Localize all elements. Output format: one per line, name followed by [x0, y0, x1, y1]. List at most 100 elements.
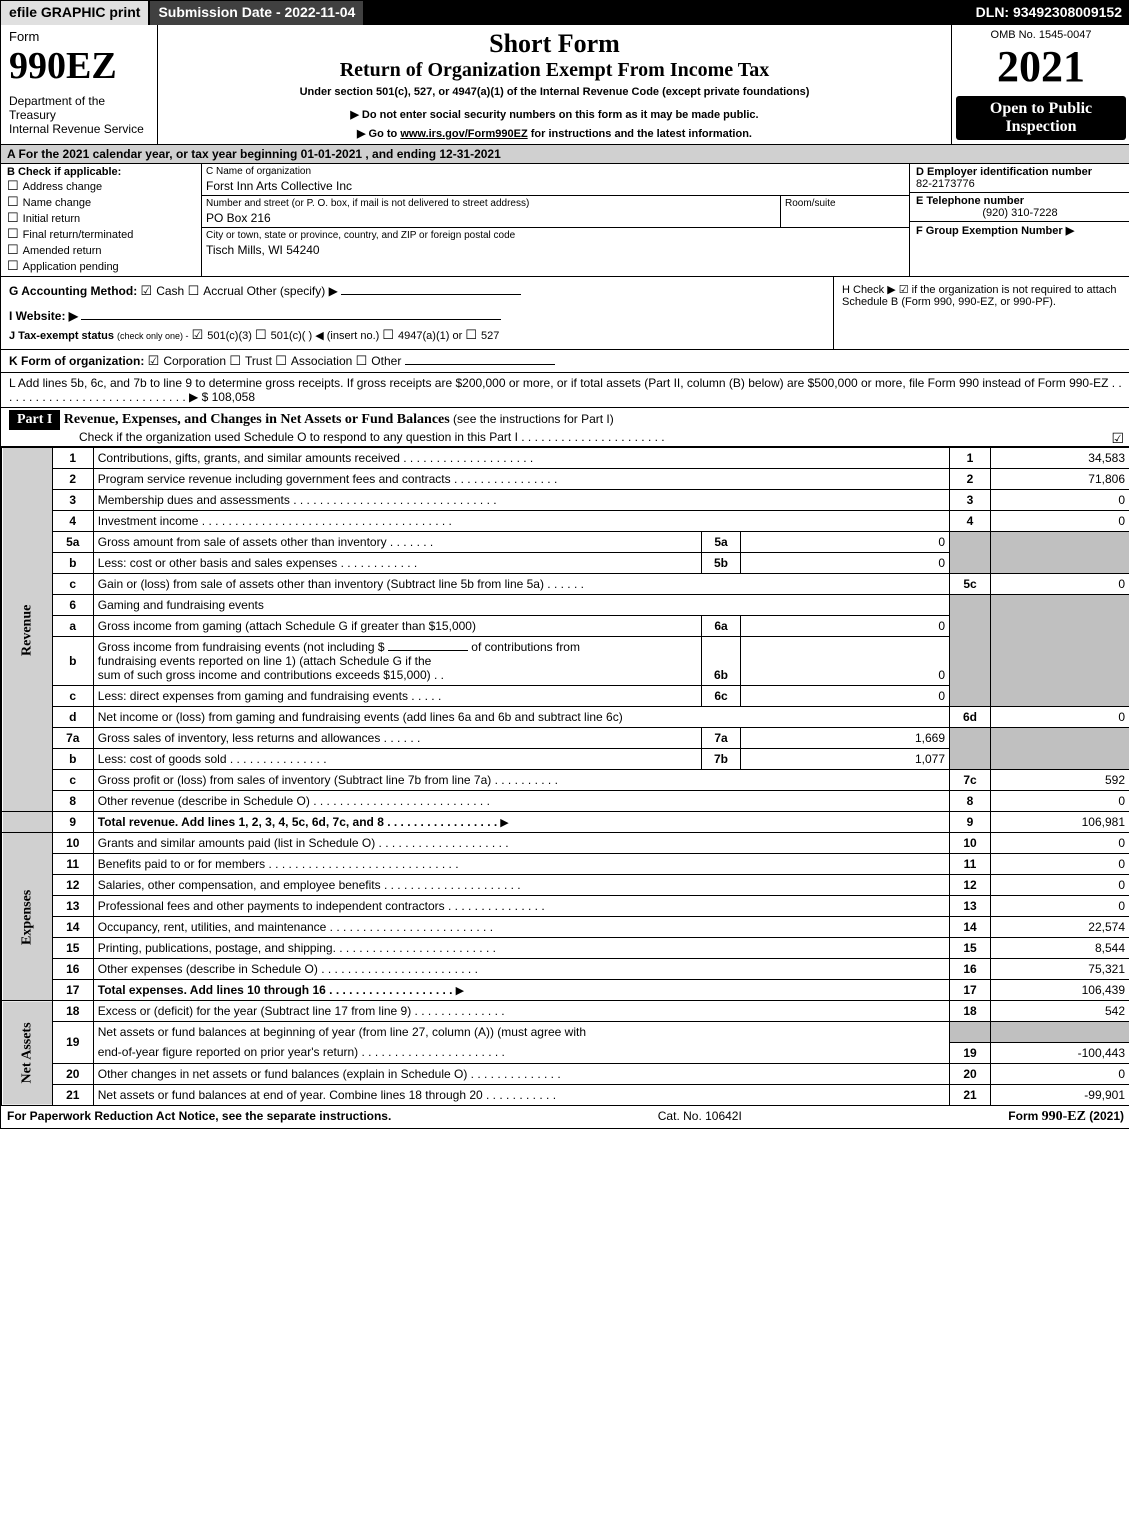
g-other-blank[interactable] — [341, 294, 521, 295]
l5a-num: 5a — [52, 532, 93, 553]
g-label: G Accounting Method: — [9, 284, 137, 298]
part-i-check: Check if the organization used Schedule … — [79, 430, 665, 444]
efile-print-button[interactable]: efile GRAPHIC print — [1, 1, 150, 25]
l8-rnum: 8 — [950, 791, 991, 812]
l6a-sv: 0 — [741, 616, 950, 637]
footer-left: For Paperwork Reduction Act Notice, see … — [7, 1109, 391, 1125]
l7c-desc: Gross profit or (loss) from sales of inv… — [93, 770, 949, 791]
l1-rnum: 1 — [950, 448, 991, 469]
l5a-sv: 0 — [741, 532, 950, 553]
irs-link[interactable]: www.irs.gov/Form990EZ — [400, 128, 527, 140]
l5b-sn: 5b — [702, 553, 741, 574]
lines-table: Revenue 1 Contributions, gifts, grants, … — [1, 447, 1129, 1106]
l3-num: 3 — [52, 490, 93, 511]
chk-initial-return[interactable]: Initial return — [7, 210, 195, 226]
netassets-side-label: Net Assets — [2, 1001, 53, 1106]
l5b-desc: Less: cost or other basis and sales expe… — [93, 553, 701, 574]
label-city: City or town, state or province, country… — [202, 228, 909, 243]
footer-form-name: 990-EZ — [1042, 1109, 1086, 1124]
l5c-num: c — [52, 574, 93, 595]
l16-rnum: 16 — [950, 959, 991, 980]
l12-desc: Salaries, other compensation, and employ… — [93, 875, 949, 896]
chk-trust[interactable]: Trust — [229, 354, 272, 368]
l6c-desc: Less: direct expenses from gaming and fu… — [93, 686, 701, 707]
chk-association[interactable]: Association — [275, 354, 352, 368]
l13-desc: Professional fees and other payments to … — [93, 896, 949, 917]
label-ein: D Employer identification number — [916, 166, 1124, 178]
chk-address-change[interactable]: Address change — [7, 178, 195, 194]
l19-num: 19 — [52, 1022, 93, 1064]
g-other: Other (specify) ▶ — [247, 284, 338, 298]
l6b-d3: fundraising events reported on line 1) (… — [98, 654, 432, 668]
label-street: Number and street (or P. O. box, if mail… — [202, 196, 780, 211]
shade-6 — [950, 595, 991, 707]
l5c-amount: 0 — [991, 574, 1129, 595]
val-org-name: Forst Inn Arts Collective Inc — [202, 179, 909, 195]
topbar: efile GRAPHIC print Submission Date - 20… — [1, 1, 1129, 25]
chk-4947[interactable]: 4947(a)(1) or — [382, 330, 462, 342]
line-j: J Tax-exempt status (check only one) - 5… — [9, 327, 825, 343]
l3-desc: Membership dues and assessments . . . . … — [93, 490, 949, 511]
part-i-header: Part I Revenue, Expenses, and Changes in… — [1, 408, 1129, 447]
l16-num: 16 — [52, 959, 93, 980]
row-20: 20 Other changes in net assets or fund b… — [2, 1063, 1129, 1084]
l10-num: 10 — [52, 833, 93, 854]
row-8: 8 Other revenue (describe in Schedule O)… — [2, 791, 1129, 812]
chk-other-org[interactable]: Other — [356, 354, 402, 368]
form-page: efile GRAPHIC print Submission Date - 20… — [0, 0, 1129, 1129]
chk-corporation[interactable]: Corporation — [148, 354, 226, 368]
row-6: 6 Gaming and fundraising events — [2, 595, 1129, 616]
chk-application-pending[interactable]: Application pending — [7, 258, 195, 274]
topbar-spacer — [365, 1, 967, 25]
l11-rnum: 11 — [950, 854, 991, 875]
l6b-d4: sum of such gross income and contributio… — [98, 668, 444, 682]
l2-desc: Program service revenue including govern… — [93, 469, 949, 490]
tax-year: 2021 — [956, 41, 1126, 92]
l6-num: 6 — [52, 595, 93, 616]
l21-rnum: 21 — [950, 1084, 991, 1105]
part-i-checkbox[interactable]: ☑ — [1111, 430, 1124, 447]
line-k: K Form of organization: Corporation Trus… — [1, 350, 1129, 373]
website-blank[interactable] — [81, 319, 501, 320]
chk-name-change[interactable]: Name change — [7, 194, 195, 210]
l6d-amount: 0 — [991, 707, 1129, 728]
l8-amount: 0 — [991, 791, 1129, 812]
shade-19b — [991, 1022, 1129, 1043]
l7b-sn: 7b — [702, 749, 741, 770]
footer-right: Form 990-EZ (2021) — [1008, 1109, 1124, 1125]
chk-501c[interactable]: 501(c)( ) ◀ (insert no.) — [255, 330, 379, 342]
entity-row: B Check if applicable: Address change Na… — [1, 164, 1129, 277]
row-10: Expenses 10 Grants and similar amounts p… — [2, 833, 1129, 854]
l6b-d2: of contributions from — [471, 640, 580, 654]
chk-amended-return[interactable]: Amended return — [7, 242, 195, 258]
l5b-num: b — [52, 553, 93, 574]
irs-label: Internal Revenue Service — [9, 122, 149, 136]
l10-amount: 0 — [991, 833, 1129, 854]
l5c-rnum: 5c — [950, 574, 991, 595]
ghj-right: H Check ▶ ☑ if the organization is not r… — [833, 277, 1129, 349]
chk-final-return[interactable]: Final return/terminated — [7, 226, 195, 242]
chk-501c3[interactable]: 501(c)(3) — [192, 330, 252, 342]
subtitle-1: Under section 501(c), 527, or 4947(a)(1)… — [166, 86, 943, 98]
subtitle-2: ▶ Do not enter social security numbers o… — [166, 108, 943, 121]
part-i-label: Part I — [9, 410, 60, 430]
l6c-sv: 0 — [741, 686, 950, 707]
row-4: 4 Investment income . . . . . . . . . . … — [2, 511, 1129, 532]
label-org-name: C Name of organization — [202, 164, 909, 179]
revenue-side-label: Revenue — [2, 448, 53, 812]
l19-amount: -100,443 — [991, 1042, 1129, 1063]
shade-7 — [950, 728, 991, 770]
l6d-rnum: 6d — [950, 707, 991, 728]
l6b-blank[interactable] — [388, 650, 468, 651]
other-org-blank[interactable] — [405, 364, 555, 365]
chk-accrual[interactable]: Accrual — [188, 284, 244, 298]
l8-desc: Other revenue (describe in Schedule O) .… — [93, 791, 949, 812]
row-13: 13 Professional fees and other payments … — [2, 896, 1129, 917]
l2-amount: 71,806 — [991, 469, 1129, 490]
chk-527[interactable]: 527 — [465, 330, 499, 342]
l7b-desc: Less: cost of goods sold . . . . . . . .… — [93, 749, 701, 770]
l7a-desc: Gross sales of inventory, less returns a… — [93, 728, 701, 749]
l7c-num: c — [52, 770, 93, 791]
l6-desc: Gaming and fundraising events — [93, 595, 949, 616]
chk-cash[interactable]: Cash — [141, 284, 185, 298]
